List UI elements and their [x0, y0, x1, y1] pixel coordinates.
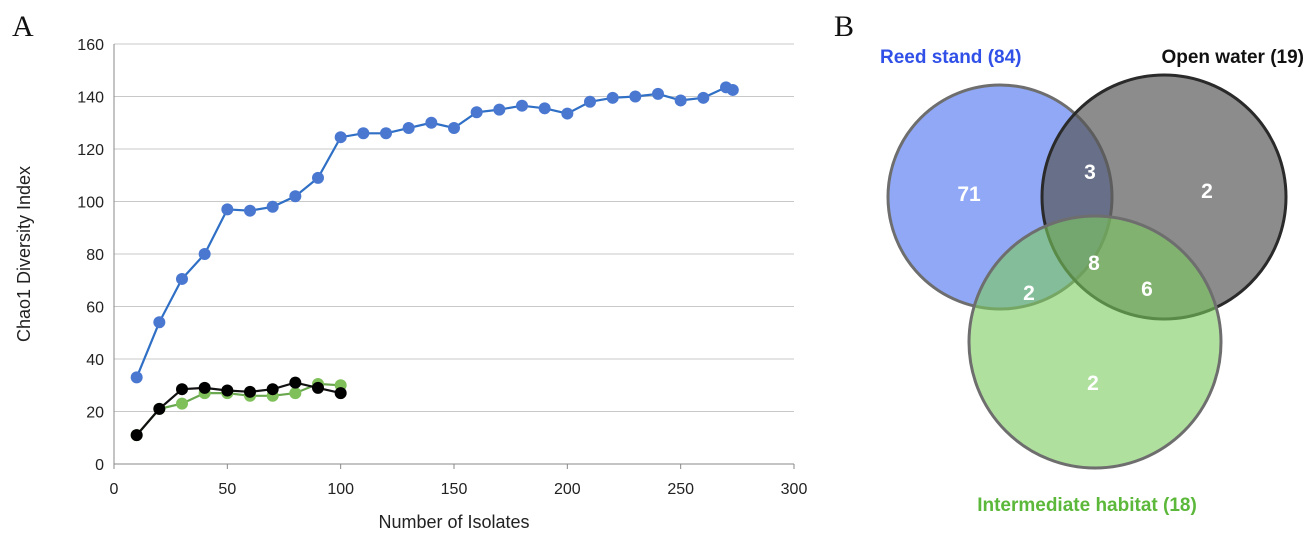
series-line-1	[135, 382, 341, 436]
y-tick-label: 140	[77, 90, 104, 107]
y-tick-labels: 0 20 40 60 80 100 120 140 160	[77, 37, 104, 474]
data-point	[726, 83, 739, 96]
data-point	[153, 316, 166, 329]
x-tick-label: 250	[667, 481, 694, 498]
venn-count-open-intermediate: 6	[1141, 278, 1153, 301]
y-tick-label: 120	[77, 142, 104, 159]
data-point	[334, 131, 347, 144]
data-point	[130, 371, 143, 384]
x-tick-label: 100	[327, 481, 354, 498]
grid-lines	[114, 43, 794, 412]
venn-label-open-water: Open water (19)	[1161, 47, 1304, 68]
data-point	[244, 385, 256, 398]
data-point	[697, 91, 710, 104]
data-point	[402, 122, 415, 134]
data-point	[584, 95, 596, 108]
data-point	[357, 127, 370, 140]
data-point	[266, 383, 279, 396]
series-line-0	[135, 86, 734, 378]
y-tick-label: 0	[95, 457, 104, 474]
panel-a-letter: A	[12, 10, 34, 43]
data-point	[176, 383, 188, 396]
data-point	[289, 190, 302, 203]
venn-label-intermediate-habitat: Intermediate habitat (18)	[977, 495, 1197, 516]
data-point	[425, 116, 438, 129]
data-point	[244, 204, 256, 217]
x-tick-label: 200	[554, 481, 581, 498]
y-axis-title: Chao1 Diversity Index	[14, 166, 34, 342]
data-point	[674, 94, 687, 107]
data-point	[448, 122, 460, 134]
venn-count-reed-only: 71	[957, 183, 981, 206]
x-tick-labels: 0 50 100 150 200 250 300	[110, 464, 808, 498]
venn-diagram: Reed stand (84) Open water (19) Intermed…	[880, 47, 1304, 516]
y-tick-label: 80	[86, 247, 104, 264]
venn-count-reed-intermediate: 2	[1023, 282, 1035, 305]
data-point	[493, 103, 506, 116]
data-point	[289, 387, 302, 400]
venn-count-all-three: 8	[1088, 252, 1100, 275]
series-group	[130, 81, 739, 442]
data-point	[629, 90, 642, 103]
data-point	[334, 387, 347, 400]
y-tick-label: 60	[86, 300, 104, 317]
x-tick-label: 150	[441, 481, 468, 498]
data-point	[130, 429, 143, 442]
data-point	[153, 402, 166, 415]
venn-count-reed-open: 3	[1084, 161, 1096, 184]
data-point	[198, 381, 211, 394]
y-tick-label: 100	[77, 195, 104, 212]
x-tick-label: 50	[218, 481, 236, 498]
data-point	[266, 200, 279, 213]
x-tick-label: 0	[110, 481, 119, 498]
data-point	[470, 106, 483, 119]
data-point	[198, 248, 211, 260]
data-point	[221, 384, 234, 397]
venn-count-open-only: 2	[1201, 180, 1213, 203]
data-point	[606, 91, 619, 104]
venn-label-reed-stand: Reed stand (84)	[880, 47, 1021, 68]
data-point	[221, 203, 234, 216]
data-point	[516, 99, 528, 112]
data-point	[652, 87, 664, 100]
y-tick-label: 40	[86, 352, 104, 369]
data-point	[176, 272, 188, 285]
venn-circle-intermediate-habitat	[967, 214, 1223, 470]
y-tick-label: 160	[77, 37, 104, 54]
y-tick-label: 20	[86, 405, 104, 422]
x-axis-title: Number of Isolates	[378, 512, 529, 532]
data-point	[561, 107, 574, 120]
venn-count-intermediate-only: 2	[1087, 372, 1099, 395]
x-tick-label: 300	[781, 481, 808, 498]
data-point	[538, 102, 551, 115]
data-point	[312, 171, 324, 184]
data-point	[176, 397, 188, 410]
data-point	[380, 127, 392, 140]
series-line-2	[135, 381, 341, 436]
panel-b-letter: B	[834, 10, 854, 43]
data-point	[289, 376, 302, 389]
data-point	[312, 381, 324, 394]
